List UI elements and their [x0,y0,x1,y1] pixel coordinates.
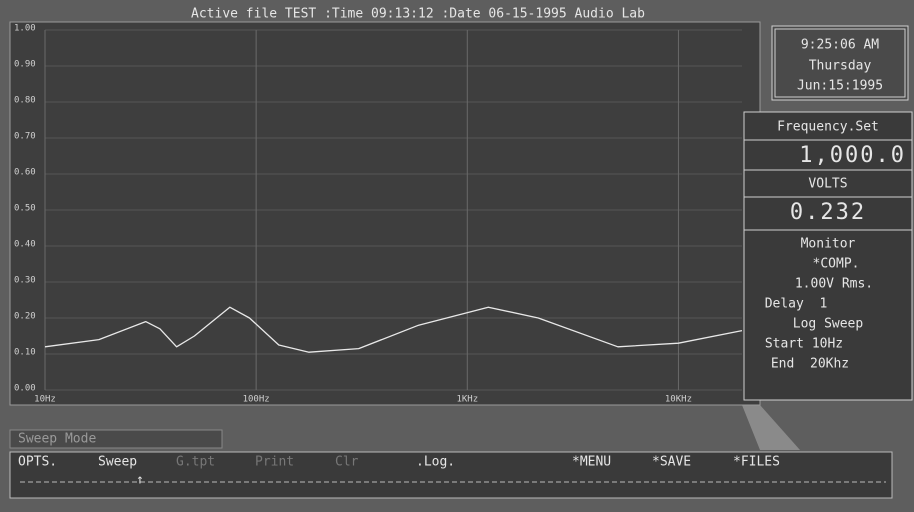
x-tick-label: 10Hz [34,395,56,405]
header: Active file TEST :Time 09:13:12 :Date 06… [191,7,645,22]
monitor-line: End 20Khz [771,357,849,372]
y-tick-label: 0.40 [14,240,36,250]
menu-item[interactable]: *SAVE [652,455,691,470]
y-tick-label: 1.00 [14,24,36,34]
cursor-arrow: ↑ [136,473,144,488]
y-tick-label: 0.50 [14,204,36,214]
freq-value: 1,000.0 [799,143,906,168]
y-tick-label: 0.70 [14,132,36,142]
freq-label: Frequency.Set [777,120,879,135]
x-tick-label: 10KHz [665,395,692,405]
menu-item[interactable]: Clr [335,455,359,470]
clock-day: Thursday [809,59,872,74]
clock-time: 9:25:06 AM [801,38,879,53]
volts-value: 0.232 [790,200,866,225]
y-tick-label: 0.00 [14,384,36,394]
menu-item[interactable]: Print [255,455,294,470]
status: Sweep Mode [18,432,96,447]
volts-label: VOLTS [808,177,847,192]
y-tick-label: 0.80 [14,96,36,106]
menu-item[interactable]: G.tpt [176,455,215,470]
monitor-line: *COMP. [813,257,860,272]
plot-frame [10,22,760,405]
menu-item[interactable]: *MENU [572,455,611,470]
y-tick-label: 0.20 [14,312,36,322]
x-tick-label: 1KHz [456,395,478,405]
monitor-line: Log Sweep [793,317,864,332]
monitor-line: Monitor [801,237,856,252]
monitor-line: Delay 1 [765,297,828,312]
page: Active file TEST :Time 09:13:12 :Date 06… [0,0,914,508]
menu-item[interactable]: Sweep [98,455,137,470]
monitor-line: 1.00V Rms. [795,277,873,292]
y-tick-label: 0.90 [14,60,36,70]
monitor-line: Start 10Hz [765,337,843,352]
menu-item[interactable]: .Log. [416,455,455,470]
y-tick-label: 0.10 [14,348,36,358]
menu-item[interactable]: OPTS. [18,455,57,470]
menu-item[interactable]: *FILES [733,455,780,470]
y-tick-label: 0.60 [14,168,36,178]
clock-date: Jun:15:1995 [797,79,883,94]
y-tick-label: 0.30 [14,276,36,286]
screen: Active file TEST :Time 09:13:12 :Date 06… [0,0,914,508]
x-tick-label: 100Hz [243,395,270,405]
